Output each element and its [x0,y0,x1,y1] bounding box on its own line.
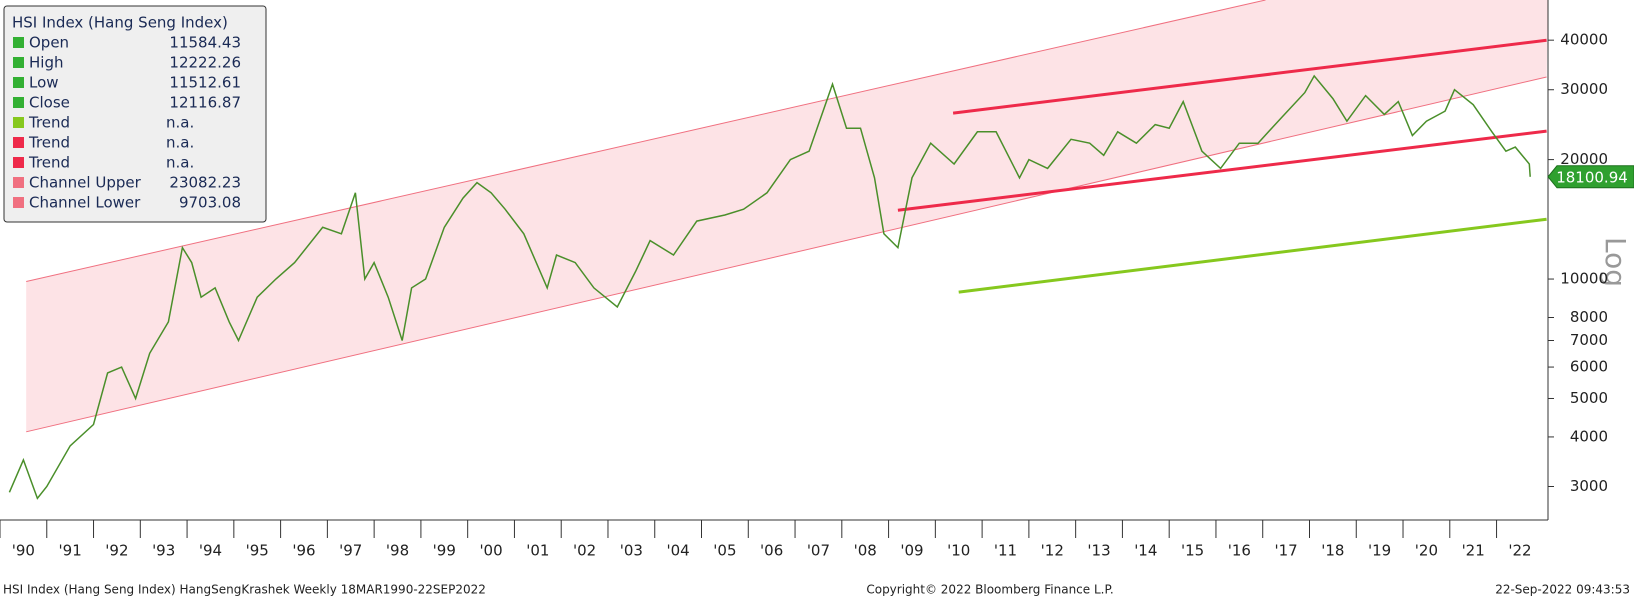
y-tick-label: 20000 [1560,150,1608,168]
x-tick-label: '08 [854,542,877,560]
x-tick-label: '14 [1134,542,1157,560]
legend-swatch [13,117,24,128]
y-tick-label: 6000 [1570,358,1608,376]
x-tick-label: '10 [947,542,970,560]
x-tick-label: '99 [433,542,456,560]
y-tick-label: 5000 [1570,389,1608,407]
channel-lower [26,76,1547,433]
x-tick-label: '05 [713,542,736,560]
legend-name: Trend [28,154,70,172]
legend-name: Channel Lower [29,194,141,212]
x-tick-label: '17 [1274,542,1297,560]
y-tick-label: 7000 [1570,331,1608,349]
legend-swatch [13,137,24,148]
y-tick-label: 4000 [1570,427,1608,445]
x-tick-label: '21 [1462,542,1485,560]
x-tick-label: '07 [807,542,830,560]
legend-swatch [13,157,24,168]
legend-title: HSI Index (Hang Seng Index) [12,14,228,32]
scale-label: Log [1599,237,1632,287]
x-tick-label: '16 [1228,542,1251,560]
legend-value: n.a. [166,114,194,132]
x-tick-label: '02 [573,542,596,560]
y-tick-label: 10000 [1560,270,1608,288]
x-tick-label: '97 [339,542,362,560]
legend-name: Low [29,74,59,92]
legend-value: 11512.61 [169,74,241,92]
channel-band [26,0,1548,432]
legend-swatch [13,77,24,88]
x-tick-label: '19 [1368,542,1391,560]
footer-right: 22-Sep-2022 09:43:53 [1495,583,1630,597]
x-tick-label: '03 [620,542,643,560]
x-tick-label: '06 [760,542,783,560]
x-tick-label: '95 [246,542,269,560]
legend-name: Open [29,34,69,52]
x-tick-label: '90 [12,542,35,560]
x-tick-label: '15 [1181,542,1204,560]
trend-line [958,217,1547,294]
legend-name: High [29,54,63,72]
x-tick-label: '92 [105,542,128,560]
legend-name: Trend [28,134,70,152]
x-tick-label: '13 [1087,542,1110,560]
legend-name: Channel Upper [29,174,142,192]
legend-box [3,5,267,223]
x-tick-label: '04 [667,542,690,560]
legend-name: Trend [28,114,70,132]
legend-swatch [13,57,24,68]
channel-upper [26,0,1266,282]
trend-line [952,38,1547,115]
legend-value: 12116.87 [169,94,241,112]
legend-swatch [13,97,24,108]
x-tick-label: '91 [59,542,82,560]
price-line [8,74,1531,500]
footer-left: HSI Index (Hang Seng Index) HangSengKras… [3,583,486,597]
legend-value: 9703.08 [179,194,241,212]
legend-value: n.a. [166,154,194,172]
legend-swatch [13,37,24,48]
footer-center: Copyright© 2022 Bloomberg Finance L.P. [866,583,1113,597]
plot-area [8,0,1548,500]
trend-line [897,129,1547,212]
legend-value: 12222.26 [169,54,241,72]
legend-name: Close [29,94,70,112]
y-tick-label: 30000 [1560,80,1608,98]
legend-swatch [13,197,24,208]
y-tick-label: 3000 [1570,477,1608,495]
x-tick-label: '09 [900,542,923,560]
x-tick-label: '18 [1321,542,1344,560]
legend-value: 11584.43 [169,34,241,52]
legend-value: n.a. [166,134,194,152]
x-tick-label: '01 [526,542,549,560]
legend-value: 23082.23 [169,174,241,192]
y-tick-label: 40000 [1560,31,1608,49]
x-tick-label: '93 [152,542,175,560]
x-tick-label: '22 [1508,542,1531,560]
x-tick-label: '12 [1041,542,1064,560]
x-tick-label: '20 [1415,542,1438,560]
x-tick-label: '00 [479,542,502,560]
x-tick-label: '96 [292,542,315,560]
last-value-tag [1547,165,1634,189]
y-tick-label: 8000 [1570,308,1608,326]
x-tick-label: '11 [994,542,1017,560]
x-tick-label: '98 [386,542,409,560]
legend: HSI Index (Hang Seng Index) Open 11584.43… [3,5,267,223]
last-value-label: 18100.94 [1556,168,1628,186]
legend-swatch [13,177,24,188]
x-tick-label: '94 [199,542,222,560]
